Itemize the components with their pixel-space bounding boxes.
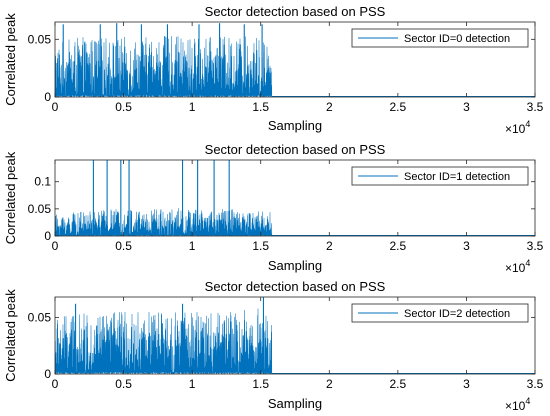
x-exponent-power: 4 [525, 119, 530, 129]
y-tick-label: 0 [44, 90, 51, 104]
y-axis-label: Correlated peak [3, 151, 18, 244]
chart-title: Sector detection based on PSS [205, 4, 386, 19]
x-tick-label: 3.5 [527, 239, 544, 253]
series-line-signal [55, 35, 273, 97]
chart-title: Sector detection based on PSS [205, 279, 386, 294]
x-tick-label: 2.5 [390, 377, 407, 391]
legend-box [351, 303, 529, 323]
x-tick-label: 3 [463, 239, 470, 253]
y-axis-label: Correlated peak [3, 289, 18, 382]
x-tick-label: 0 [52, 100, 59, 114]
x-tick-label: 1.5 [252, 377, 269, 391]
x-exponent: ×104 [505, 396, 530, 413]
x-tick-label: 0 [52, 377, 59, 391]
x-tick-label: 1 [189, 377, 196, 391]
y-tick-label: 0.05 [28, 32, 52, 46]
subplot-3: Sector detection based on PSS 0 0.5 1 1.5 2 2.… [3, 279, 544, 413]
x-tick-label: 3.5 [527, 100, 544, 114]
legend: Sector ID=0 detection [351, 28, 529, 48]
x-exponent-power: 4 [525, 258, 530, 268]
x-tick-label: 2.5 [390, 100, 407, 114]
x-tick-label: 3 [463, 377, 470, 391]
series-line-signal [55, 308, 273, 374]
y-tick-label: 0 [44, 367, 51, 381]
subplot-1: Sector detection based on PSS 0 0.5 1 1.5 2 2.… [3, 4, 544, 136]
legend-box [351, 28, 529, 48]
x-tick-label: 1 [189, 100, 196, 114]
x-exponent: ×104 [505, 258, 530, 275]
x-exponent-base: ×10 [505, 261, 526, 275]
x-tick-label: 0.5 [115, 239, 132, 253]
x-tick-label: 1.5 [252, 239, 269, 253]
legend-label: Sector ID=2 detection [404, 308, 510, 320]
legend-label: Sector ID=0 detection [404, 33, 510, 45]
x-axis-label: Sampling [268, 258, 322, 273]
y-tick-label: 0.1 [34, 175, 51, 189]
legend: Sector ID=2 detection [351, 303, 529, 323]
y-tick-label: 0.05 [28, 202, 52, 216]
x-tick-label: 2 [326, 239, 333, 253]
legend-label: Sector ID=1 detection [404, 171, 510, 183]
x-tick-label: 1 [189, 239, 196, 253]
x-exponent: ×104 [505, 119, 530, 136]
x-tick-label: 0.5 [115, 377, 132, 391]
chart-title: Sector detection based on PSS [205, 142, 386, 157]
series-line-signal [55, 208, 273, 236]
axes-box [54, 159, 536, 237]
x-tick-label: 1.5 [252, 100, 269, 114]
x-axis-label: Sampling [268, 396, 322, 411]
x-axis-label: Sampling [268, 118, 322, 133]
x-tick-label: 2 [326, 100, 333, 114]
x-tick-label: 0 [52, 239, 59, 253]
axes-box [54, 21, 536, 98]
x-tick-label: 0.5 [115, 100, 132, 114]
x-exponent-base: ×10 [505, 399, 526, 413]
axes-box [54, 296, 536, 375]
x-exponent-base: ×10 [505, 122, 526, 136]
y-tick-label: 0 [44, 229, 51, 243]
x-tick-label: 3.5 [527, 377, 544, 391]
y-axis-label: Correlated peak [3, 13, 18, 106]
subplot-2: Sector detection based on PSS 0 0.5 1 1.5 2 2.… [3, 142, 544, 275]
legend: Sector ID=1 detection [351, 166, 529, 186]
x-tick-label: 2 [326, 377, 333, 391]
x-tick-label: 3 [463, 100, 470, 114]
legend-box [351, 166, 529, 186]
y-tick-label: 0.05 [28, 310, 52, 324]
x-exponent-power: 4 [525, 396, 530, 406]
x-tick-label: 2.5 [390, 239, 407, 253]
